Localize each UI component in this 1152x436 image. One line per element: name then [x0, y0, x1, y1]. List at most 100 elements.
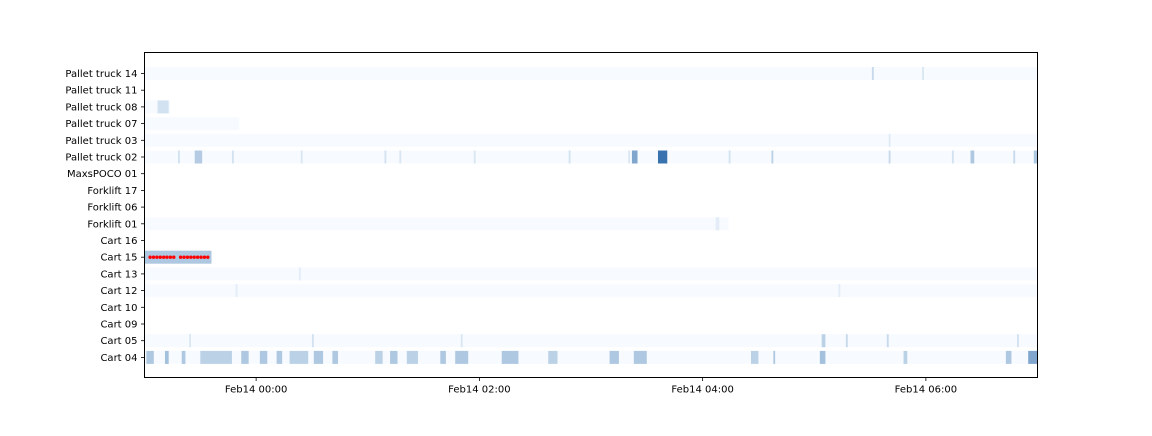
heat-cell-16-3 — [821, 334, 826, 348]
heat-cell-5-17 — [1033, 150, 1038, 164]
heat-cell-13-1 — [838, 284, 841, 298]
heat-cell-17-24 — [1028, 350, 1038, 364]
y-tick-label-3: Pallet truck 07 — [65, 119, 137, 130]
heat-cell-17-0 — [146, 350, 154, 364]
heat-cell-17-12 — [406, 350, 418, 364]
row-band-4 — [144, 133, 1038, 147]
marker-point-6 — [168, 255, 173, 259]
y-tick-label-2: Pallet truck 08 — [65, 102, 137, 113]
heat-cell-17-3 — [200, 350, 232, 364]
heat-cell-0-0 — [871, 67, 874, 80]
y-tick-label-9: Forklift 01 — [87, 219, 137, 230]
heat-cell-17-15 — [501, 350, 519, 364]
marker-point-5 — [165, 255, 169, 259]
heat-cell-0-1 — [922, 67, 925, 80]
x-tick-label-1: Feb14 02:00 — [448, 385, 510, 396]
row-band-0 — [144, 67, 1038, 80]
heat-cell-17-14 — [455, 350, 469, 364]
y-tick-label-6: MaxsPOCO 01 — [67, 169, 138, 180]
row-band-5 — [144, 150, 1038, 164]
y-tick-label-16: Cart 05 — [100, 336, 137, 347]
row-band-9 — [144, 217, 729, 231]
heat-cell-5-14 — [951, 150, 954, 164]
heat-cell-17-22 — [903, 350, 908, 364]
row-band-3 — [144, 117, 240, 131]
heat-cell-17-2 — [181, 350, 186, 364]
heat-cell-5-13 — [888, 150, 891, 164]
heat-cell-5-4 — [384, 150, 387, 164]
heat-cell-17-18 — [633, 350, 647, 364]
marker-point-3 — [158, 255, 162, 259]
row-band-17 — [144, 350, 1038, 364]
heat-cell-5-10 — [657, 150, 668, 164]
heat-cell-5-16 — [1013, 150, 1016, 164]
marker-point-12 — [189, 255, 193, 259]
heat-cell-13-0 — [235, 284, 238, 298]
marker-point-17 — [206, 255, 210, 259]
x-tick-label-3: Feb14 06:00 — [895, 385, 957, 396]
heat-cell-16-6 — [1017, 334, 1019, 348]
heat-cell-17-6 — [276, 350, 283, 364]
marker-point-16 — [202, 255, 207, 259]
heat-cell-17-7 — [289, 350, 309, 364]
heat-cell-16-1 — [311, 334, 314, 348]
heat-cell-17-19 — [750, 350, 759, 364]
heat-cell-16-2 — [460, 334, 463, 348]
heat-cell-17-5 — [259, 350, 268, 364]
heat-cell-17-1 — [164, 350, 169, 364]
marker-point-10 — [182, 255, 186, 259]
markers-layer — [148, 255, 210, 259]
x-axis: Feb14 00:00 Feb14 02:00 Feb14 04:00 Feb14 0… — [225, 377, 957, 396]
heat-cell-16-0 — [189, 334, 192, 348]
y-tick-label-1: Pallet truck 11 — [65, 86, 137, 97]
marker-point-9 — [178, 255, 183, 259]
y-tick-label-13: Cart 12 — [100, 286, 137, 297]
marker-point-1 — [151, 255, 156, 259]
heat-cell-5-15 — [970, 150, 975, 164]
heat-cell-5-1 — [194, 150, 203, 164]
marker-point-15 — [199, 255, 203, 259]
marker-point-4 — [162, 255, 166, 259]
marker-point-14 — [195, 255, 200, 259]
rows-layer — [144, 67, 1038, 364]
heat-cell-17-10 — [375, 350, 383, 364]
row-band-13 — [144, 284, 1038, 298]
heat-cell-17-4 — [241, 350, 249, 364]
marker-point-2 — [155, 255, 159, 259]
heat-cell-2-0 — [157, 100, 169, 114]
y-tick-label-0: Pallet truck 14 — [65, 69, 137, 80]
row-band-16 — [144, 334, 1038, 348]
y-tick-label-11: Cart 15 — [100, 253, 137, 264]
heat-cell-9-0 — [715, 217, 720, 231]
heat-cell-5-2 — [231, 150, 234, 164]
heat-cell-5-9 — [631, 150, 638, 164]
plot-frame — [144, 52, 1038, 378]
heat-cell-17-21 — [819, 350, 826, 364]
heat-cell-17-20 — [773, 350, 776, 364]
y-axis: Pallet truck 14 Pallet truck 11 Pallet tru… — [65, 69, 145, 364]
marker-point-11 — [185, 255, 190, 259]
heat-cell-11-0 — [144, 250, 212, 264]
heat-cell-4-0 — [888, 133, 891, 147]
heat-cell-16-4 — [845, 334, 848, 348]
heat-cell-5-0 — [177, 150, 180, 164]
heat-cell-5-11 — [728, 150, 731, 164]
y-tick-label-15: Cart 09 — [100, 320, 137, 331]
heat-cell-5-7 — [568, 150, 571, 164]
heat-cell-5-3 — [300, 150, 303, 164]
heat-cell-17-11 — [390, 350, 398, 364]
heat-cell-5-8 — [628, 150, 631, 164]
heat-cell-17-16 — [548, 350, 558, 364]
marker-point-7 — [172, 255, 176, 259]
row-band-12 — [144, 267, 1038, 281]
heat-cell-17-13 — [440, 350, 446, 364]
marker-point-0 — [148, 255, 152, 259]
heat-cell-16-5 — [886, 334, 889, 348]
heat-cell-5-5 — [399, 150, 402, 164]
y-tick-label-14: Cart 10 — [100, 303, 137, 314]
y-tick-label-10: Cart 16 — [100, 236, 137, 247]
y-tick-label-7: Forklift 17 — [87, 186, 137, 197]
heat-cell-17-8 — [313, 350, 324, 364]
